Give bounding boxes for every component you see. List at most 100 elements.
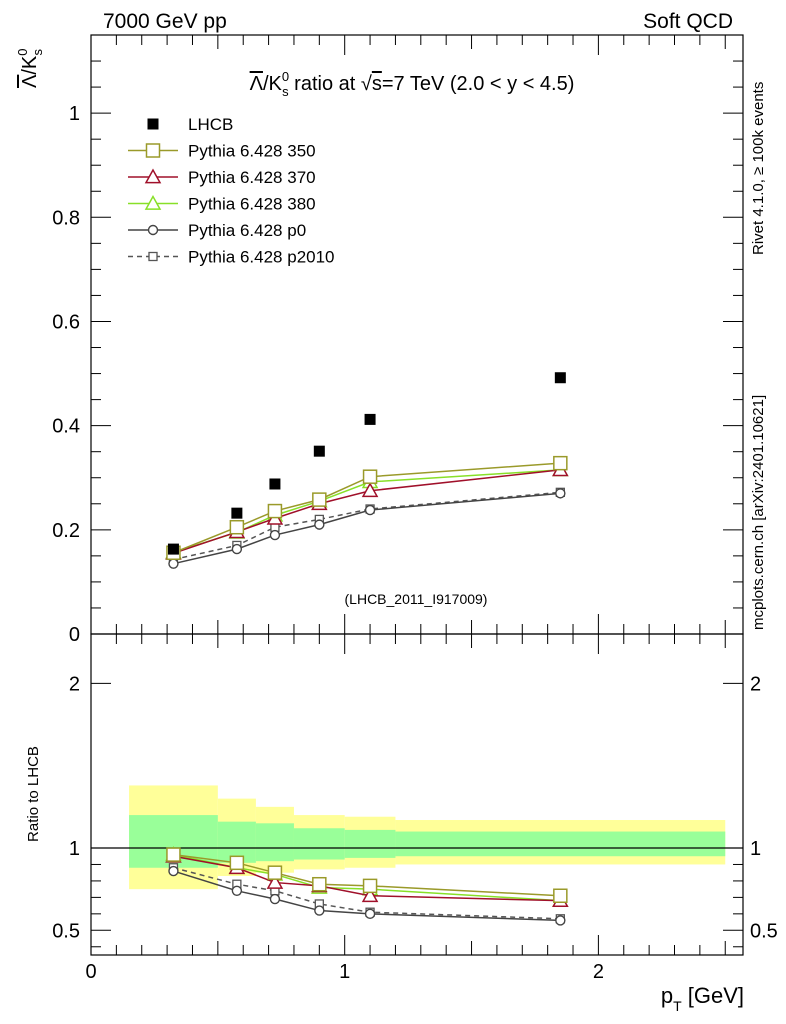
ratio-axis-ticks: 0.5 0.5 1 1 2 2 0 1 2: [52, 634, 778, 983]
main-ytick-label: 1: [69, 103, 80, 125]
legend-marker: [148, 251, 158, 262]
main-line-pythia-6-428-370: [173, 469, 561, 554]
ratio-uncertainty-bands: [91, 785, 743, 890]
main-point: [229, 519, 245, 535]
ratio-point: [312, 876, 327, 892]
main-line-pythia-6-428-350: [173, 462, 561, 554]
ratio-point: [231, 885, 243, 896]
main-ytick-label: 0.8: [52, 207, 80, 229]
main-ytick-label: 0.2: [52, 520, 80, 542]
legend-marker: [144, 168, 162, 184]
ratio-line-pythia-6-428-370: [173, 855, 561, 902]
ratio-xtick-label: 2: [593, 961, 604, 983]
mcplots-watermark: mcplots.cern.ch [arXiv:2401.10621]: [750, 395, 767, 630]
ratio-frame: [90, 633, 744, 956]
ratio-point: [362, 878, 378, 894]
ratio-ytick-label-left: 2: [69, 673, 80, 695]
ratio-xtick-label: 1: [339, 961, 350, 983]
main-point: [231, 507, 243, 519]
ratio-ytick-label-right: 1: [750, 838, 761, 860]
ratio-point: [314, 905, 325, 916]
main-ylabel: Λ/K0s: [15, 49, 45, 89]
main-line-pythia-6-428-p2010: [173, 491, 561, 561]
main-point: [313, 445, 325, 457]
legend-label: LHCB: [188, 115, 233, 134]
main-point: [555, 488, 566, 499]
ylabel-lambda: Λ: [19, 74, 41, 88]
ratio-data-series: [165, 846, 569, 926]
ratio-xtick-label: 0: [85, 961, 96, 983]
main-point: [231, 543, 243, 555]
ratio-point: [269, 893, 281, 905]
main-point: [364, 504, 376, 516]
ratio-point: [266, 874, 284, 889]
main-title: Λ/K0 s ratio at √s=7 TeV (2.0 < y < 4.5): [250, 69, 575, 99]
title-k-sub: s: [282, 84, 289, 99]
main-point: [361, 482, 379, 498]
main-axis-ticks: 0 0.2 0.4 0.6 0.8 1: [52, 35, 743, 646]
ratio-point: [168, 865, 179, 877]
main-point: [267, 503, 283, 519]
main-point: [362, 469, 378, 484]
ratio-line-pythia-6-428-p0: [173, 870, 561, 922]
main-ytick-label: 0.6: [52, 311, 80, 333]
legend-marker: [147, 224, 159, 236]
title-k: /K: [263, 73, 283, 95]
ylabel-k: /K: [19, 55, 41, 75]
xlabel-sub: T: [673, 998, 682, 1014]
legend-label: Pythia 6.428 380: [188, 195, 316, 214]
main-point: [312, 492, 327, 507]
legend-label: Pythia 6.428 p0: [188, 221, 306, 240]
legend-marker: [144, 194, 162, 210]
main-point: [168, 558, 179, 569]
rivet-watermark: Rivet 4.1.0, ≥ 100k events: [750, 82, 767, 255]
ratio-point: [361, 887, 379, 903]
ratio-point: [553, 888, 568, 903]
ratio-ytick-label-right: 0.5: [750, 920, 778, 942]
title-s: s: [372, 73, 382, 95]
ratio-ytick-label-left: 0.5: [52, 920, 80, 942]
legend-marker: [147, 118, 159, 130]
title-sqrt: √: [361, 73, 372, 95]
ratio-line-pythia-6-428-350: [173, 853, 561, 897]
legend-label: Pythia 6.428 350: [188, 142, 316, 161]
legend-label: Pythia 6.428 p2010: [188, 248, 335, 267]
ratio-point: [364, 908, 376, 920]
main-data-series: [165, 372, 569, 569]
x-axis-label: pT [GeV]: [661, 983, 744, 1014]
title-tail: =7 TeV (2.0 < y < 4.5): [382, 73, 575, 95]
ratio-point: [229, 855, 245, 871]
main-point: [553, 455, 568, 471]
ratio-inner-band-4: [344, 829, 396, 858]
ratio-ytick-label-right: 2: [750, 673, 761, 695]
header-right: Soft QCD: [643, 10, 733, 33]
ratio-point: [166, 847, 181, 862]
ylabel-k-sub: s: [30, 49, 45, 56]
main-point: [269, 478, 281, 490]
legend: LHCB Pythia 6.428 350 Pythia 6.428 370 Pyth…: [128, 115, 335, 267]
ratio-ylabel: Ratio to LHCB: [25, 746, 42, 842]
main-ytick-label: 0.4: [52, 416, 80, 438]
ylabel-k-sup: 0: [15, 49, 30, 56]
ratio-point: [267, 865, 283, 880]
ratio-ytick-label-left: 1: [69, 838, 80, 860]
header-left: 7000 GeV pp: [103, 10, 227, 33]
title-lambda: Λ: [250, 73, 264, 95]
title-k-sup: 0: [282, 69, 289, 84]
ratio-inner-band-2: [255, 823, 294, 862]
main-ytick-label: 0: [69, 624, 80, 646]
analysis-tag: (LHCB_2011_I917009): [345, 591, 488, 607]
main-point: [314, 519, 325, 530]
main-point: [167, 543, 179, 555]
ratio-point: [555, 915, 566, 926]
xlabel-p: p: [661, 983, 673, 1008]
ratio-line-pythia-6-428-p2010: [173, 867, 561, 920]
main-point: [269, 529, 281, 541]
main-line-pythia-6-428-p0: [173, 492, 561, 565]
legend-marker: [145, 143, 161, 158]
main-point: [364, 413, 376, 425]
main-point: [554, 372, 566, 384]
legend-label: Pythia 6.428 370: [188, 168, 316, 187]
